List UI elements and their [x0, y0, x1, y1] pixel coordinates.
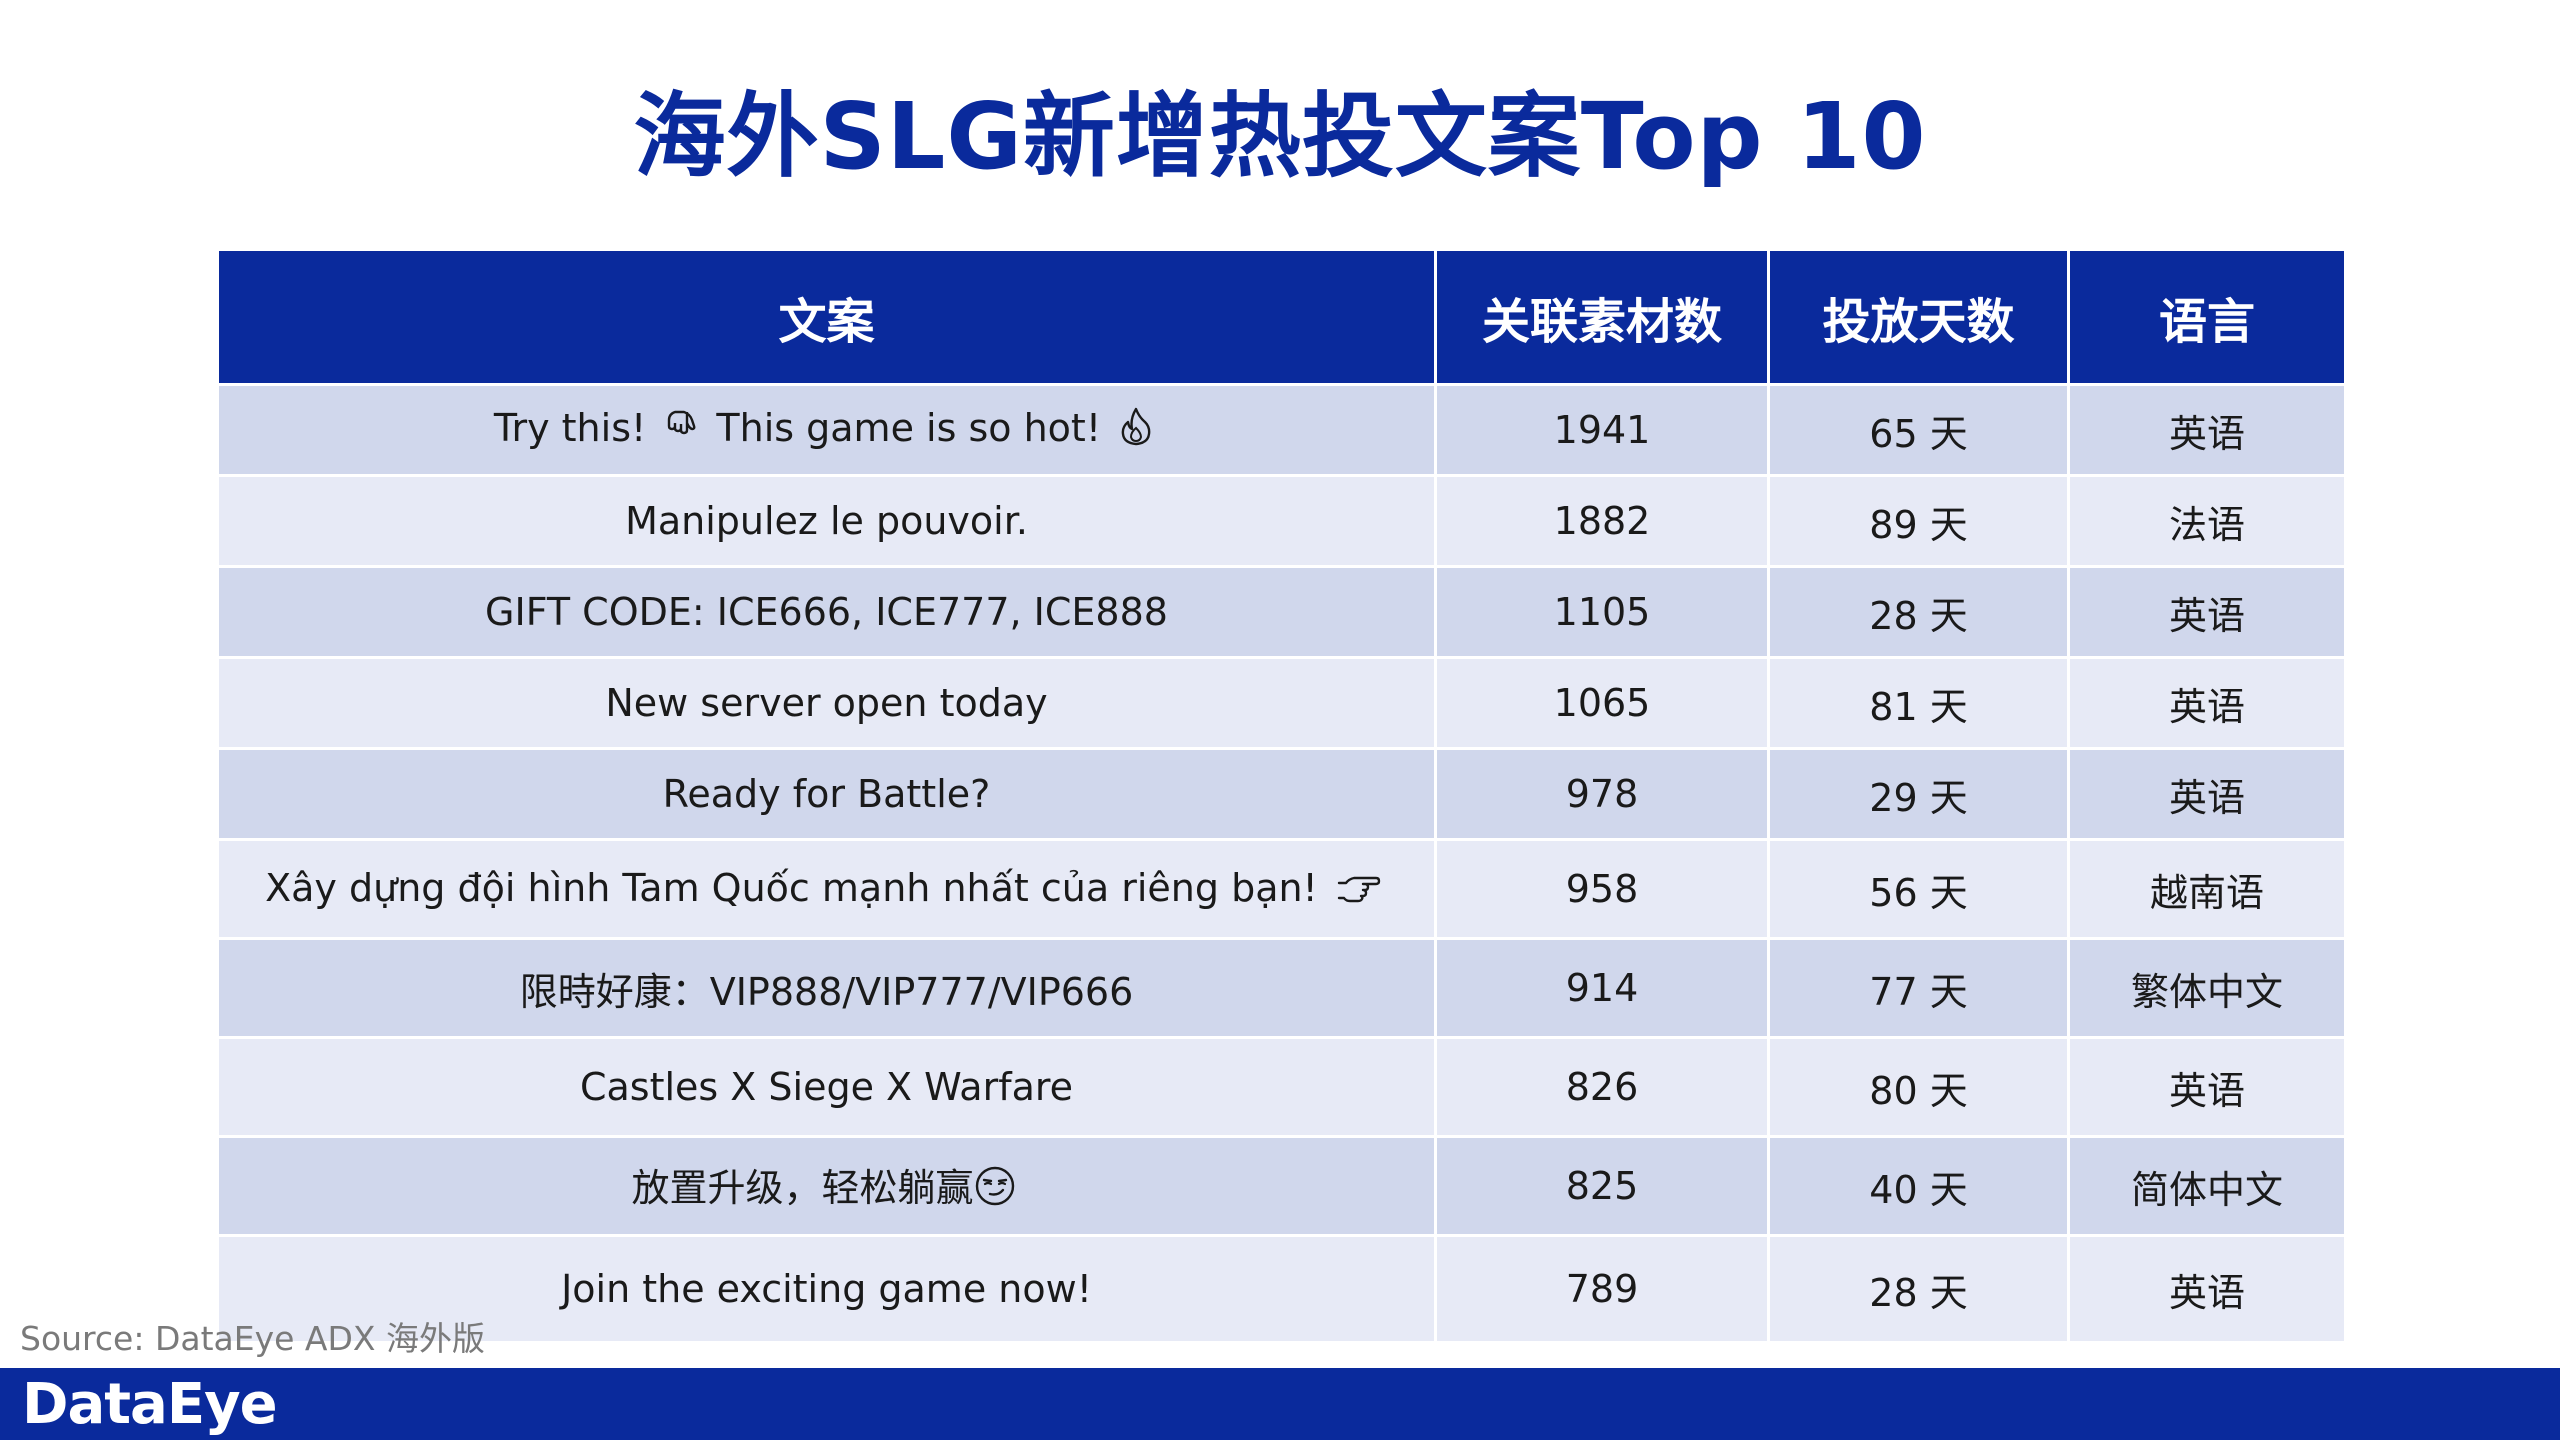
cell-materials: 1882	[1437, 477, 1767, 565]
pointing-down-icon	[664, 406, 698, 455]
cell-materials: 958	[1437, 841, 1767, 937]
cell-days: 28 天	[1770, 1237, 2067, 1341]
cell-materials: 825	[1437, 1138, 1767, 1234]
cell-materials: 826	[1437, 1039, 1767, 1135]
cell-language: 简体中文	[2070, 1138, 2344, 1234]
col-header-language: 语言	[2070, 251, 2344, 383]
cell-days: 89 天	[1770, 477, 2067, 565]
cell-days: 80 天	[1770, 1039, 2067, 1135]
col-header-materials: 关联素材数	[1437, 251, 1767, 383]
col-header-days: 投放天数	[1770, 251, 2067, 383]
cell-text: Try this! This game is so hot!	[219, 386, 1434, 474]
cell-materials: 1065	[1437, 659, 1767, 747]
cell-days: 65 天	[1770, 386, 2067, 474]
table-row: Ready for Battle? 978 29 天 英语	[219, 750, 2344, 838]
cell-days: 29 天	[1770, 750, 2067, 838]
cell-text: Manipulez le pouvoir.	[219, 477, 1434, 565]
cell-language: 繁体中文	[2070, 940, 2344, 1036]
page-title: 海外SLG新增热投文案Top 10	[633, 83, 1927, 190]
table-row: Join the exciting game now! 789 28 天 英语	[219, 1237, 2344, 1341]
cell-days: 56 天	[1770, 841, 2067, 937]
table-row: Castles X Siege X Warfare 826 80 天 英语	[219, 1039, 2344, 1135]
col-header-text: 文案	[219, 251, 1434, 383]
cell-text: Join the exciting game now!	[219, 1237, 1434, 1341]
cell-language: 英语	[2070, 568, 2344, 656]
smirk-face-icon	[974, 1165, 1016, 1216]
cell-text: Ready for Battle?	[219, 750, 1434, 838]
cell-text: Xây dựng đội hình Tam Quốc mạnh nhất của…	[219, 841, 1434, 937]
cell-days: 28 天	[1770, 568, 2067, 656]
cell-language: 英语	[2070, 750, 2344, 838]
cell-language: 英语	[2070, 659, 2344, 747]
cell-text-part: This game is so hot!	[716, 405, 1102, 450]
cell-days: 77 天	[1770, 940, 2067, 1036]
cell-text-part: Try this!	[493, 405, 647, 450]
cell-language: 英语	[2070, 1237, 2344, 1341]
table-row: 限時好康：VIP888/VIP777/VIP666 914 77 天 繁体中文	[219, 940, 2344, 1036]
cell-materials: 789	[1437, 1237, 1767, 1341]
source-note: Source: DataEye ADX 海外版	[20, 1319, 485, 1358]
fire-icon	[1119, 406, 1153, 455]
cell-materials: 1941	[1437, 386, 1767, 474]
dataeye-logo: DataEye	[22, 1372, 278, 1437]
cell-text: New server open today	[219, 659, 1434, 747]
table-row: GIFT CODE: ICE666, ICE777, ICE888 1105 2…	[219, 568, 2344, 656]
table-header-row: 文案 关联素材数 投放天数 语言	[219, 251, 2344, 383]
cell-materials: 978	[1437, 750, 1767, 838]
cell-text-part: 放置升级，轻松躺赢	[631, 1165, 974, 1210]
cell-materials: 914	[1437, 940, 1767, 1036]
table-row: 放置升级，轻松躺赢 825 40 天 简体中文	[219, 1138, 2344, 1234]
cell-language: 英语	[2070, 386, 2344, 474]
cell-language: 法语	[2070, 477, 2344, 565]
table-row: Manipulez le pouvoir. 1882 89 天 法语	[219, 477, 2344, 565]
table-row: Xây dựng đội hình Tam Quốc mạnh nhất của…	[219, 841, 2344, 937]
cell-text-part: Xây dựng đội hình Tam Quốc mạnh nhất của…	[265, 865, 1318, 910]
cell-days: 81 天	[1770, 659, 2067, 747]
cell-language: 越南语	[2070, 841, 2344, 937]
top10-table: 文案 关联素材数 投放天数 语言 Try this! This game is …	[216, 248, 2347, 1344]
cell-text: GIFT CODE: ICE666, ICE777, ICE888	[219, 568, 1434, 656]
cell-language: 英语	[2070, 1039, 2344, 1135]
cell-materials: 1105	[1437, 568, 1767, 656]
cell-text: 放置升级，轻松躺赢	[219, 1138, 1434, 1234]
cell-text: Castles X Siege X Warfare	[219, 1039, 1434, 1135]
table-row: Try this! This game is so hot! 1941 65 天…	[219, 386, 2344, 474]
cell-days: 40 天	[1770, 1138, 2067, 1234]
footer-bar: DataEye	[0, 1368, 2560, 1440]
pointing-right-icon	[1336, 868, 1382, 912]
table-row: New server open today 1065 81 天 英语	[219, 659, 2344, 747]
cell-text: 限時好康：VIP888/VIP777/VIP666	[219, 940, 1434, 1036]
